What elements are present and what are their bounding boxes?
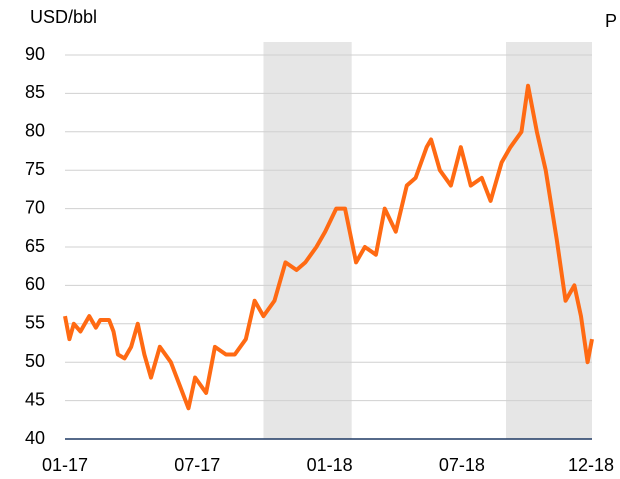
y-tick-label: 50: [25, 351, 45, 371]
y-tick-label: 65: [25, 236, 45, 256]
x-tick-label: 12-18: [568, 455, 614, 475]
y-tick-label: 70: [25, 197, 45, 217]
price-line: [63, 83, 594, 411]
y-tick-label: 40: [25, 428, 45, 448]
y-tick-label: 45: [25, 389, 45, 409]
x-tick-label: 07-18: [439, 455, 485, 475]
y-tick-label: 75: [25, 159, 45, 179]
shaded-period: [506, 42, 592, 439]
y-tick-label: 90: [25, 44, 45, 64]
corner-text: P: [605, 11, 617, 31]
y-tick-label: 85: [25, 82, 45, 102]
y-tick-label: 80: [25, 121, 45, 141]
y-tick-label: 55: [25, 313, 45, 333]
y-axis-label: USD/bbl: [30, 7, 97, 27]
shaded-period: [263, 42, 352, 439]
y-tick-label: 60: [25, 274, 45, 294]
x-tick-label: 01-17: [42, 455, 88, 475]
x-tick-label: 01-18: [307, 455, 353, 475]
x-tick-label: 07-17: [174, 455, 220, 475]
